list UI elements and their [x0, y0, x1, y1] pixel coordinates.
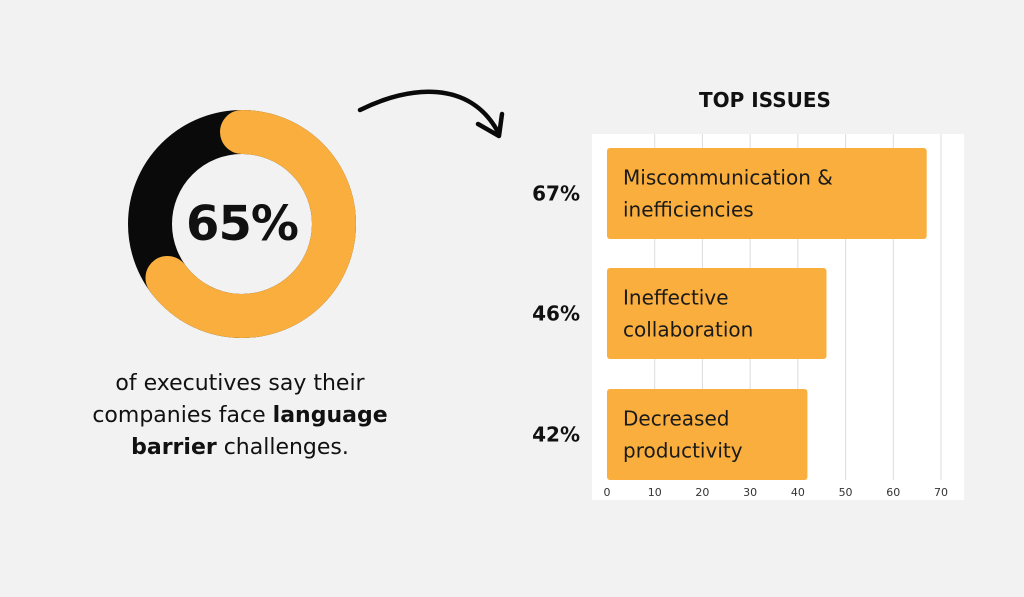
x-tick-label: 0: [604, 486, 611, 499]
x-tick-label: 30: [743, 486, 757, 499]
x-tick-label: 60: [886, 486, 900, 499]
bar-category-label: productivity: [623, 439, 743, 463]
bar: [607, 389, 808, 480]
bar-category-label: Decreased: [623, 407, 729, 431]
caption-text-bold: language barrier: [131, 402, 388, 460]
bar: [607, 148, 927, 239]
headline-percentage: 65%: [186, 196, 299, 252]
bar-category-label: inefficiencies: [623, 198, 754, 222]
x-tick-label: 70: [934, 486, 948, 499]
donut-ring: [128, 110, 356, 338]
bar-category-label: collaboration: [623, 318, 753, 342]
caption-text-end: challenges.: [216, 434, 349, 460]
donut-segment: [128, 110, 356, 338]
bar: [607, 268, 827, 359]
x-tick-label: 40: [791, 486, 805, 499]
chart-title: TOP ISSUES: [699, 88, 831, 112]
bar-category-label: Miscommunication &: [623, 166, 833, 190]
curved-arrow-icon: [357, 89, 505, 139]
bar-category-label: Ineffective: [623, 286, 729, 310]
x-tick-label: 50: [839, 486, 853, 499]
headline-caption: of executives say their companies face l…: [60, 368, 420, 464]
x-tick-label: 10: [648, 486, 662, 499]
bar-value-label: 67%: [532, 182, 580, 206]
donut-chart: 65%: [128, 110, 356, 338]
x-tick-label: 20: [695, 486, 709, 499]
bar-value-label: 42%: [532, 423, 580, 447]
caption-text-start: of executives say their companies face: [92, 371, 365, 428]
bar-value-label: 46%: [532, 302, 580, 326]
